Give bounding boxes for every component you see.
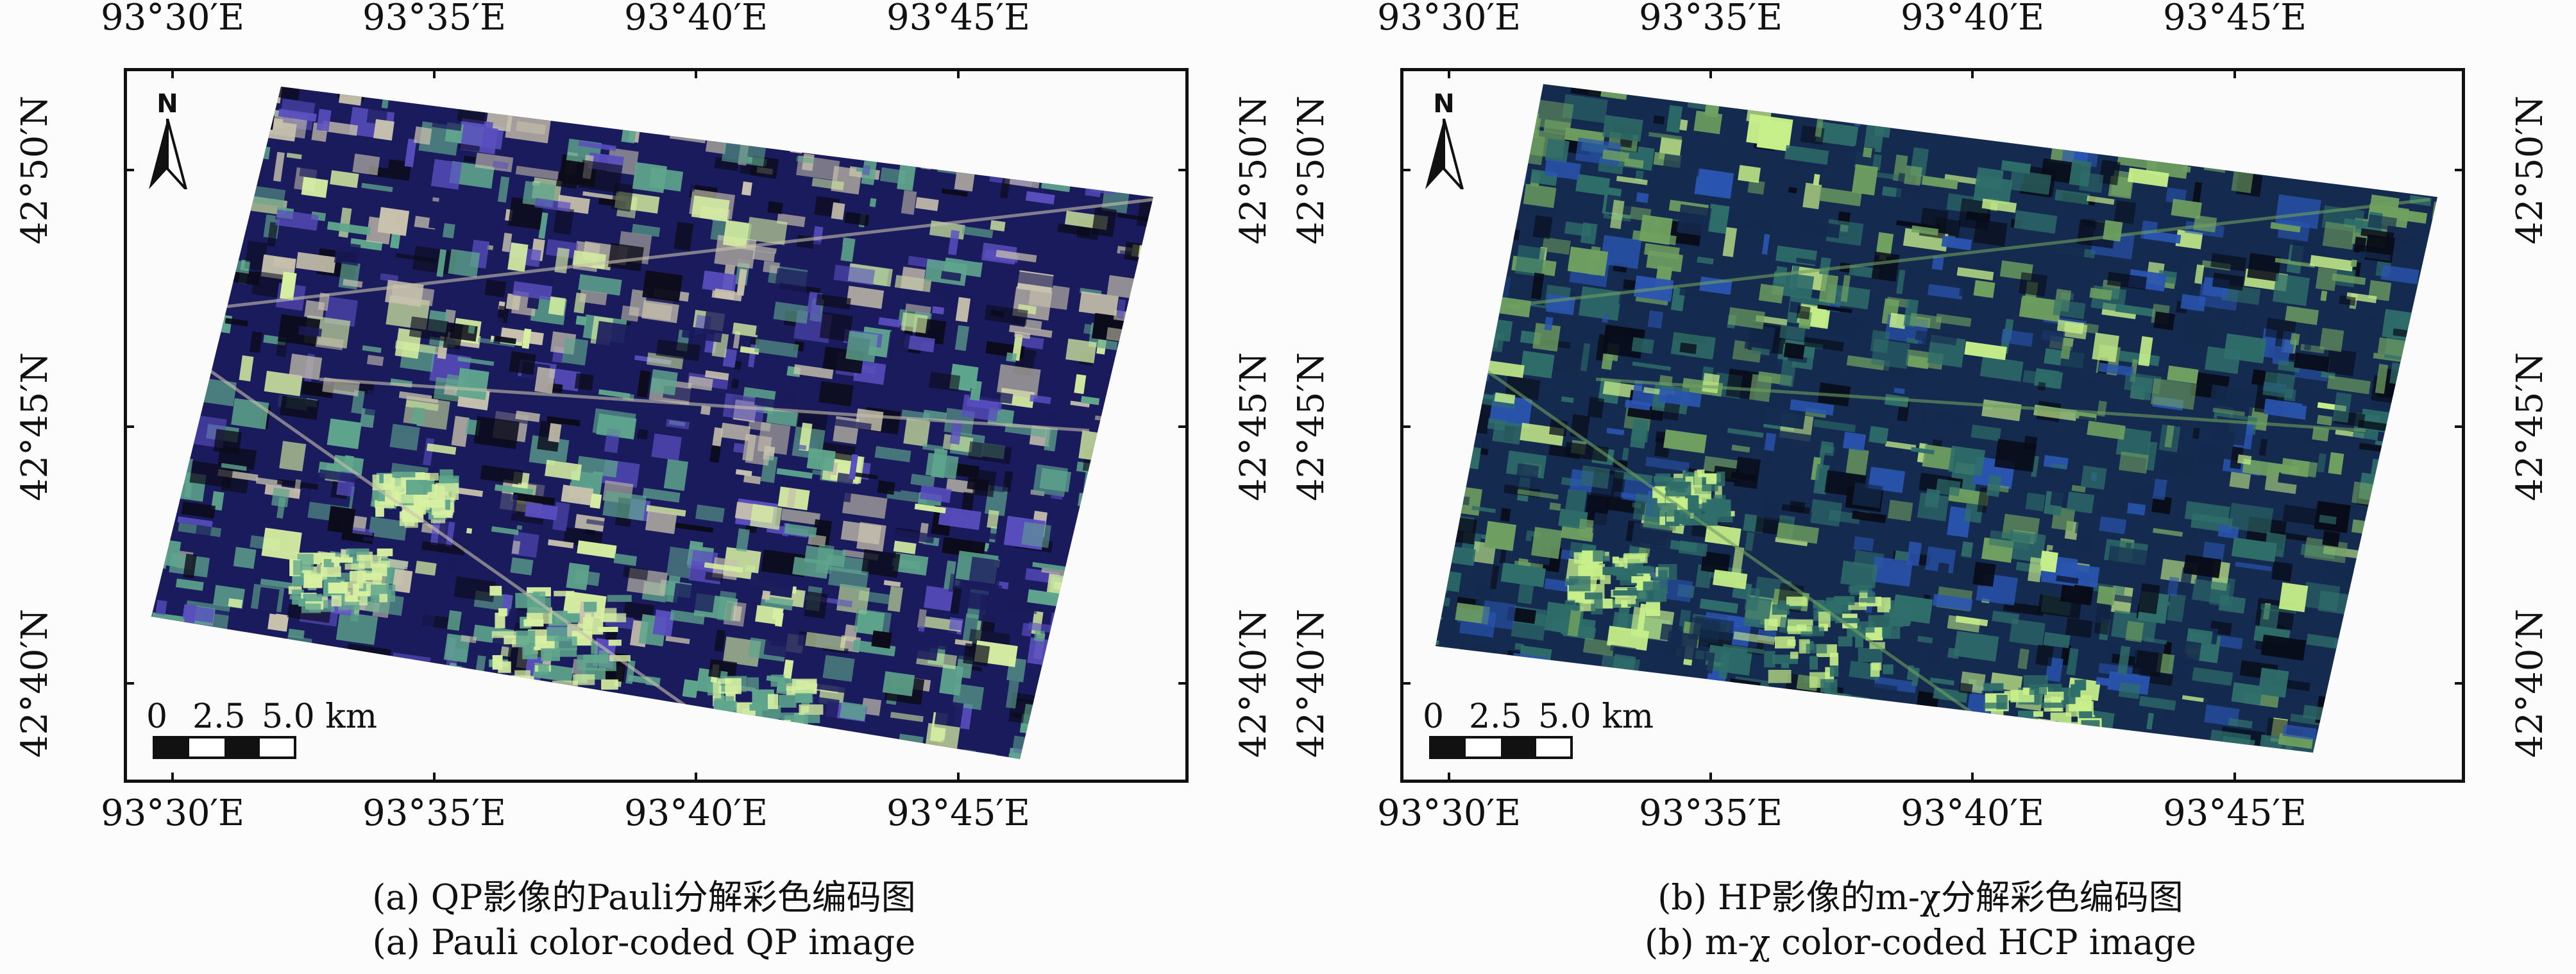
lon-label: 93°30′E	[1377, 792, 1521, 834]
lon-label: 93°45′E	[2162, 0, 2307, 38]
axis-tick	[2233, 68, 2236, 78]
lat-label: 42°50′N	[14, 95, 56, 245]
axis-tick	[2455, 169, 2465, 171]
axis-tick	[1178, 169, 1189, 171]
lon-label: 93°40′E	[623, 792, 768, 834]
axis-tick	[1178, 425, 1189, 428]
axis-tick	[957, 773, 960, 783]
axis-tick	[1178, 682, 1189, 685]
axis-tick	[2233, 773, 2236, 783]
axis-tick	[2455, 682, 2465, 685]
north-arrow-icon	[149, 118, 187, 191]
scale-bar-label-0: 0	[1423, 697, 1445, 736]
scale-bar-label-2: 5.0 km	[1538, 697, 1654, 736]
north-arrow: N	[145, 89, 190, 192]
lat-label: 42°40′N	[2509, 608, 2551, 758]
scale-bar	[153, 736, 296, 759]
lon-label: 93°35′E	[362, 792, 507, 834]
lat-label: 42°40′N	[14, 608, 56, 758]
axis-tick	[1448, 773, 1450, 783]
lon-label: 93°45′E	[886, 792, 1031, 834]
axis-tick	[695, 68, 697, 78]
axis-tick	[957, 68, 960, 78]
axis-tick	[1400, 682, 1411, 685]
lon-label: 93°40′E	[623, 0, 768, 38]
map-frame: N 0 2.5 5.0 km	[124, 68, 1189, 783]
axis-tick	[1448, 68, 1450, 78]
panel-a: 93°30′E 93°35′E 93°40′E 93°45′E N 0 2.5 …	[14, 0, 1275, 962]
lon-label: 93°30′E	[100, 792, 245, 834]
lat-label: 42°40′N	[1291, 608, 1332, 758]
axis-tick	[1971, 68, 1974, 78]
axis-tick	[1971, 773, 1974, 783]
caption-en: (b) m-χ color-coded HCP image	[1645, 922, 2196, 962]
panel-b: 93°30′E 93°35′E 93°40′E 93°45′E N 0 2.5 …	[1276, 0, 2564, 974]
lat-label: 42°50′N	[2509, 95, 2551, 245]
sar-image	[151, 87, 1153, 759]
axis-tick	[124, 682, 134, 685]
lon-label: 93°35′E	[362, 0, 507, 38]
scale-bar-label-2: 5.0 km	[262, 697, 378, 736]
north-arrow-icon	[1425, 118, 1464, 191]
lon-label: 93°35′E	[1638, 0, 1783, 38]
axis-tick	[1400, 169, 1411, 171]
scale-bar-label-1: 2.5	[192, 697, 246, 736]
lat-label: 42°45′N	[1291, 352, 1332, 502]
lon-label: 93°45′E	[2162, 792, 2307, 834]
axis-tick	[433, 773, 436, 783]
axis-tick	[1709, 68, 1712, 78]
axis-tick	[171, 773, 174, 783]
lat-label: 42°45′N	[2509, 352, 2551, 502]
lat-label: 42°45′N	[14, 352, 56, 502]
lon-label: 93°35′E	[1638, 792, 1783, 834]
axis-tick	[124, 425, 134, 428]
axis-tick	[1400, 425, 1411, 428]
lon-label: 93°40′E	[1900, 792, 2045, 834]
caption-en: (a) Pauli color-coded QP image	[372, 922, 916, 962]
scale-bar-label-1: 2.5	[1469, 697, 1522, 736]
image-footprint	[1436, 84, 2437, 753]
image-footprint	[151, 87, 1153, 759]
axis-tick	[1709, 773, 1712, 783]
lon-label: 93°30′E	[1377, 0, 1521, 38]
north-label: N	[157, 89, 178, 119]
axis-tick	[124, 169, 134, 171]
scale-bar	[1429, 736, 1573, 759]
lon-label: 93°40′E	[1900, 0, 2045, 38]
caption-cn: (a) QP影像的Pauli分解彩色编码图	[372, 877, 916, 918]
axis-tick	[2455, 425, 2465, 428]
north-label: N	[1433, 89, 1455, 119]
caption-cn: (b) HP影像的m-χ分解彩色编码图	[1657, 877, 2183, 918]
map-frame: N 0 2.5 5.0 km	[1400, 68, 2465, 783]
lon-label: 93°45′E	[886, 0, 1031, 38]
sar-image	[1436, 84, 2437, 753]
axis-tick	[695, 773, 697, 783]
north-arrow: N	[1421, 89, 1466, 192]
lon-label: 93°30′E	[100, 0, 245, 38]
axis-tick	[171, 68, 174, 78]
lat-label: 42°50′N	[1291, 95, 1332, 245]
axis-tick	[433, 68, 436, 78]
scale-bar-label-0: 0	[146, 697, 168, 736]
